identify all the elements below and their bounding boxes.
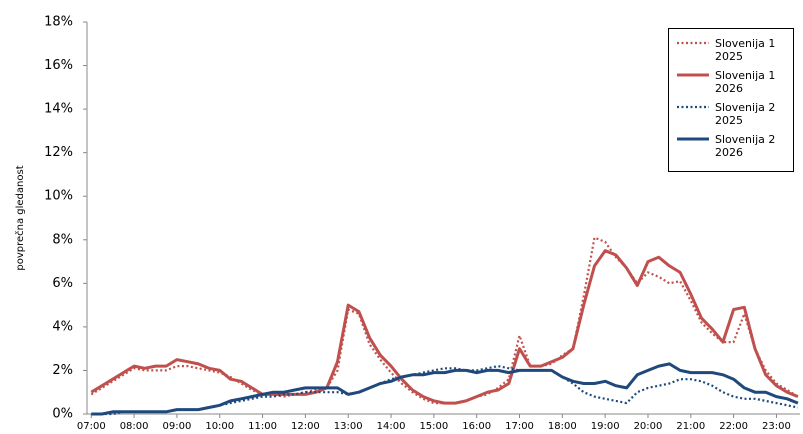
y-tick-label: 14% [44, 102, 73, 117]
x-tick-label: 22:00 [719, 421, 748, 432]
x-tick-label: 21:00 [676, 421, 705, 432]
series-line [91, 362, 799, 416]
legend-label: Slovenija 2 2025 [715, 101, 776, 127]
x-tick-label: 23:00 [762, 421, 791, 432]
series-line [90, 249, 799, 405]
x-tick-label: 15:00 [419, 421, 448, 432]
legend-item: Slovenija 2 2025 [675, 101, 787, 127]
y-tick-label: 8% [52, 232, 73, 247]
legend: Slovenija 1 2025 Slovenija 1 2026 Slovenij… [668, 28, 794, 172]
x-tick-label: 11:00 [248, 421, 277, 432]
y-tick-label: 0% [52, 407, 73, 422]
legend-label: Slovenija 1 2026 [715, 69, 776, 95]
y-tick-label: 12% [44, 145, 73, 160]
x-tick-label: 17:00 [505, 421, 534, 432]
legend-swatch [677, 73, 709, 77]
x-tick-label: 13:00 [334, 421, 363, 432]
y-tick-label: 18% [44, 15, 73, 30]
y-tick-label: 16% [44, 58, 73, 73]
legend-swatch [677, 105, 709, 109]
legend-label: Slovenija 2 2026 [715, 133, 776, 159]
x-tick-label: 14:00 [377, 421, 406, 432]
y-tick-label: 6% [52, 276, 73, 291]
y-tick-label: 4% [52, 319, 73, 334]
legend-item: Slovenija 2 2026 [675, 133, 787, 159]
legend-swatch [677, 137, 709, 141]
x-tick-label: 18:00 [548, 421, 577, 432]
x-tick-label: 08:00 [120, 421, 149, 432]
legend-swatch [677, 41, 709, 45]
x-tick-label: 09:00 [163, 421, 192, 432]
legend-item: Slovenija 1 2026 [675, 69, 787, 95]
legend-item: Slovenija 1 2025 [675, 37, 787, 63]
x-tick-label: 12:00 [291, 421, 320, 432]
x-tick-label: 07:00 [77, 421, 106, 432]
legend-label: Slovenija 1 2025 [715, 37, 776, 63]
y-axis-label: povprečna gledanost [14, 165, 26, 270]
x-tick-label: 16:00 [462, 421, 491, 432]
x-tick-label: 19:00 [591, 421, 620, 432]
x-tick-label: 10:00 [205, 421, 234, 432]
y-tick-label: 2% [52, 363, 73, 378]
series-line [90, 236, 799, 405]
y-tick-label: 10% [44, 189, 73, 204]
x-tick-label: 20:00 [634, 421, 663, 432]
